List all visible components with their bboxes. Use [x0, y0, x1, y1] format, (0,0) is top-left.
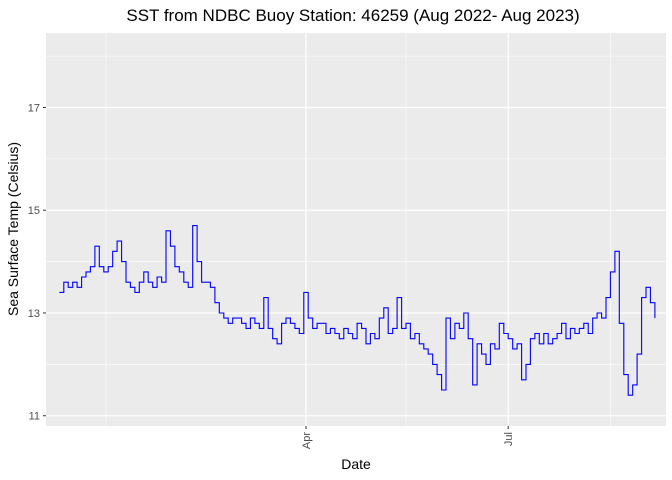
y-tick-label: 11 — [29, 411, 40, 423]
y-tick-label: 15 — [28, 205, 40, 217]
plot-panel — [46, 33, 666, 426]
series-layer — [59, 225, 656, 396]
x-tick-label: Jul — [503, 432, 515, 446]
x-tick-label: Apr — [301, 432, 313, 449]
x-axis-ticks: Apr Jul — [301, 426, 515, 449]
y-tick-label: 13 — [28, 308, 40, 320]
x-axis-title: Date — [341, 456, 371, 472]
sst-series-line — [59, 225, 656, 396]
y-axis-ticks: 11 13 15 17 — [28, 102, 46, 423]
y-axis-title: Sea Surface Temp (Celsius) — [5, 142, 21, 316]
chart-title: SST from NDBC Buoy Station: 46259 (Aug 2… — [126, 6, 579, 25]
gridlines — [46, 33, 666, 426]
y-tick-label: 17 — [28, 102, 40, 114]
